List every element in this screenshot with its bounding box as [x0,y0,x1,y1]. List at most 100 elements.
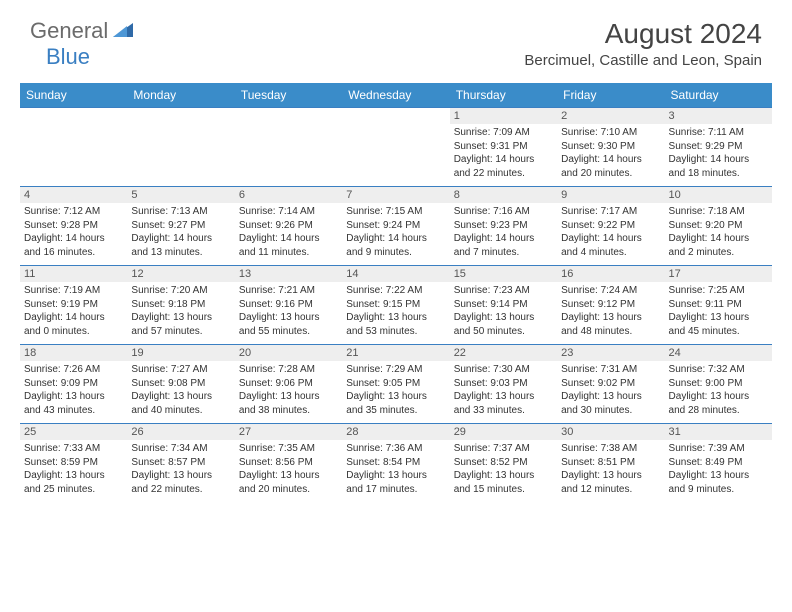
day-number: 7 [342,187,449,203]
week-row: 18Sunrise: 7:26 AMSunset: 9:09 PMDayligh… [20,345,772,424]
daylight-text-2: and 20 minutes. [239,483,338,497]
day-info: Sunrise: 7:31 AMSunset: 9:02 PMDaylight:… [561,363,660,417]
daylight-text-1: Daylight: 14 hours [454,153,553,167]
day-info: Sunrise: 7:36 AMSunset: 8:54 PMDaylight:… [346,442,445,496]
sunrise-text: Sunrise: 7:39 AM [669,442,768,456]
day-number: 30 [557,424,664,440]
daylight-text-1: Daylight: 14 hours [131,232,230,246]
daylight-text-2: and 16 minutes. [24,246,123,260]
day-info: Sunrise: 7:30 AMSunset: 9:03 PMDaylight:… [454,363,553,417]
day-number: 2 [557,108,664,124]
day-info: Sunrise: 7:24 AMSunset: 9:12 PMDaylight:… [561,284,660,338]
day-info: Sunrise: 7:18 AMSunset: 9:20 PMDaylight:… [669,205,768,259]
sunrise-text: Sunrise: 7:18 AM [669,205,768,219]
sunrise-text: Sunrise: 7:28 AM [239,363,338,377]
day-number: 29 [450,424,557,440]
daylight-text-2: and 18 minutes. [669,167,768,181]
day-info: Sunrise: 7:37 AMSunset: 8:52 PMDaylight:… [454,442,553,496]
daylight-text-1: Daylight: 13 hours [454,469,553,483]
day-header: Sunday [20,83,127,108]
day-info: Sunrise: 7:25 AMSunset: 9:11 PMDaylight:… [669,284,768,338]
sunrise-text: Sunrise: 7:15 AM [346,205,445,219]
sunrise-text: Sunrise: 7:37 AM [454,442,553,456]
daylight-text-1: Daylight: 13 hours [454,311,553,325]
daylight-text-2: and 4 minutes. [561,246,660,260]
day-cell [127,108,234,187]
location: Bercimuel, Castille and Leon, Spain [524,52,762,69]
sunset-text: Sunset: 8:59 PM [24,456,123,470]
daylight-text-2: and 38 minutes. [239,404,338,418]
logo-triangle-icon [113,21,133,42]
title-block: August 2024 Bercimuel, Castille and Leon… [524,18,762,69]
day-cell: 1Sunrise: 7:09 AMSunset: 9:31 PMDaylight… [450,108,557,187]
daylight-text-1: Daylight: 13 hours [561,311,660,325]
daylight-text-1: Daylight: 13 hours [346,390,445,404]
day-info: Sunrise: 7:28 AMSunset: 9:06 PMDaylight:… [239,363,338,417]
day-cell: 27 Sunrise: 7:35 AMSunset: 8:56 PMDayligh… [235,424,342,503]
sunset-text: Sunset: 9:15 PM [346,298,445,312]
day-info: Sunrise: 7:11 AMSunset: 9:29 PMDaylight:… [669,126,768,180]
daylight-text-2: and 12 minutes. [561,483,660,497]
daylight-text-2: and 33 minutes. [454,404,553,418]
sunrise-text: Sunrise: 7:23 AM [454,284,553,298]
sunrise-text: Sunrise: 7:34 AM [131,442,230,456]
day-cell: 15Sunrise: 7:23 AMSunset: 9:14 PMDayligh… [450,266,557,345]
sunset-text: Sunset: 8:49 PM [669,456,768,470]
day-cell: 23Sunrise: 7:31 AMSunset: 9:02 PMDayligh… [557,345,664,424]
day-header: Thursday [450,83,557,108]
daylight-text-1: Daylight: 13 hours [24,390,123,404]
daylight-text-2: and 9 minutes. [346,246,445,260]
daylight-text-1: Daylight: 14 hours [24,311,123,325]
sunset-text: Sunset: 9:29 PM [669,140,768,154]
day-header: Saturday [665,83,772,108]
day-cell: 19Sunrise: 7:27 AMSunset: 9:08 PMDayligh… [127,345,234,424]
daylight-text-1: Daylight: 13 hours [131,469,230,483]
day-cell: 14Sunrise: 7:22 AMSunset: 9:15 PMDayligh… [342,266,449,345]
day-cell: 17Sunrise: 7:25 AMSunset: 9:11 PMDayligh… [665,266,772,345]
day-number: 31 [665,424,772,440]
sunset-text: Sunset: 8:57 PM [131,456,230,470]
day-cell: 4Sunrise: 7:12 AMSunset: 9:28 PMDaylight… [20,187,127,266]
day-info: Sunrise: 7:35 AMSunset: 8:56 PMDaylight:… [239,442,338,496]
sunset-text: Sunset: 9:03 PM [454,377,553,391]
day-info: Sunrise: 7:34 AMSunset: 8:57 PMDaylight:… [131,442,230,496]
day-info: Sunrise: 7:32 AMSunset: 9:00 PMDaylight:… [669,363,768,417]
daylight-text-1: Daylight: 14 hours [561,153,660,167]
day-info: Sunrise: 7:10 AMSunset: 9:30 PMDaylight:… [561,126,660,180]
sunset-text: Sunset: 9:22 PM [561,219,660,233]
sunset-text: Sunset: 9:09 PM [24,377,123,391]
daylight-text-1: Daylight: 13 hours [669,311,768,325]
daylight-text-2: and 15 minutes. [454,483,553,497]
daylight-text-1: Daylight: 13 hours [346,469,445,483]
sunset-text: Sunset: 9:02 PM [561,377,660,391]
sunset-text: Sunset: 9:06 PM [239,377,338,391]
day-cell: 31Sunrise: 7:39 AMSunset: 8:49 PMDayligh… [665,424,772,503]
day-header: Friday [557,83,664,108]
day-cell [342,108,449,187]
day-number: 27 [235,424,342,440]
sunrise-text: Sunrise: 7:20 AM [131,284,230,298]
day-header: Tuesday [235,83,342,108]
day-info: Sunrise: 7:16 AMSunset: 9:23 PMDaylight:… [454,205,553,259]
day-header: Monday [127,83,234,108]
sunset-text: Sunset: 9:23 PM [454,219,553,233]
day-info: Sunrise: 7:38 AMSunset: 8:51 PMDaylight:… [561,442,660,496]
header: General August 2024 Bercimuel, Castille … [0,0,792,75]
day-cell: 10Sunrise: 7:18 AMSunset: 9:20 PMDayligh… [665,187,772,266]
day-cell: 22Sunrise: 7:30 AMSunset: 9:03 PMDayligh… [450,345,557,424]
sunrise-text: Sunrise: 7:10 AM [561,126,660,140]
daylight-text-2: and 17 minutes. [346,483,445,497]
day-cell: 18Sunrise: 7:26 AMSunset: 9:09 PMDayligh… [20,345,127,424]
daylight-text-2: and 35 minutes. [346,404,445,418]
day-cell: 30 Sunrise: 7:38 AMSunset: 8:51 PMDayligh… [557,424,664,503]
daylight-text-2: and 7 minutes. [454,246,553,260]
sunrise-text: Sunrise: 7:35 AM [239,442,338,456]
sunset-text: Sunset: 8:51 PM [561,456,660,470]
sunrise-text: Sunrise: 7:38 AM [561,442,660,456]
day-number: 24 [665,345,772,361]
day-cell: 29 Sunrise: 7:37 AMSunset: 8:52 PMDayligh… [450,424,557,503]
sunset-text: Sunset: 9:26 PM [239,219,338,233]
sunrise-text: Sunrise: 7:17 AM [561,205,660,219]
daylight-text-2: and 57 minutes. [131,325,230,339]
daylight-text-2: and 9 minutes. [669,483,768,497]
